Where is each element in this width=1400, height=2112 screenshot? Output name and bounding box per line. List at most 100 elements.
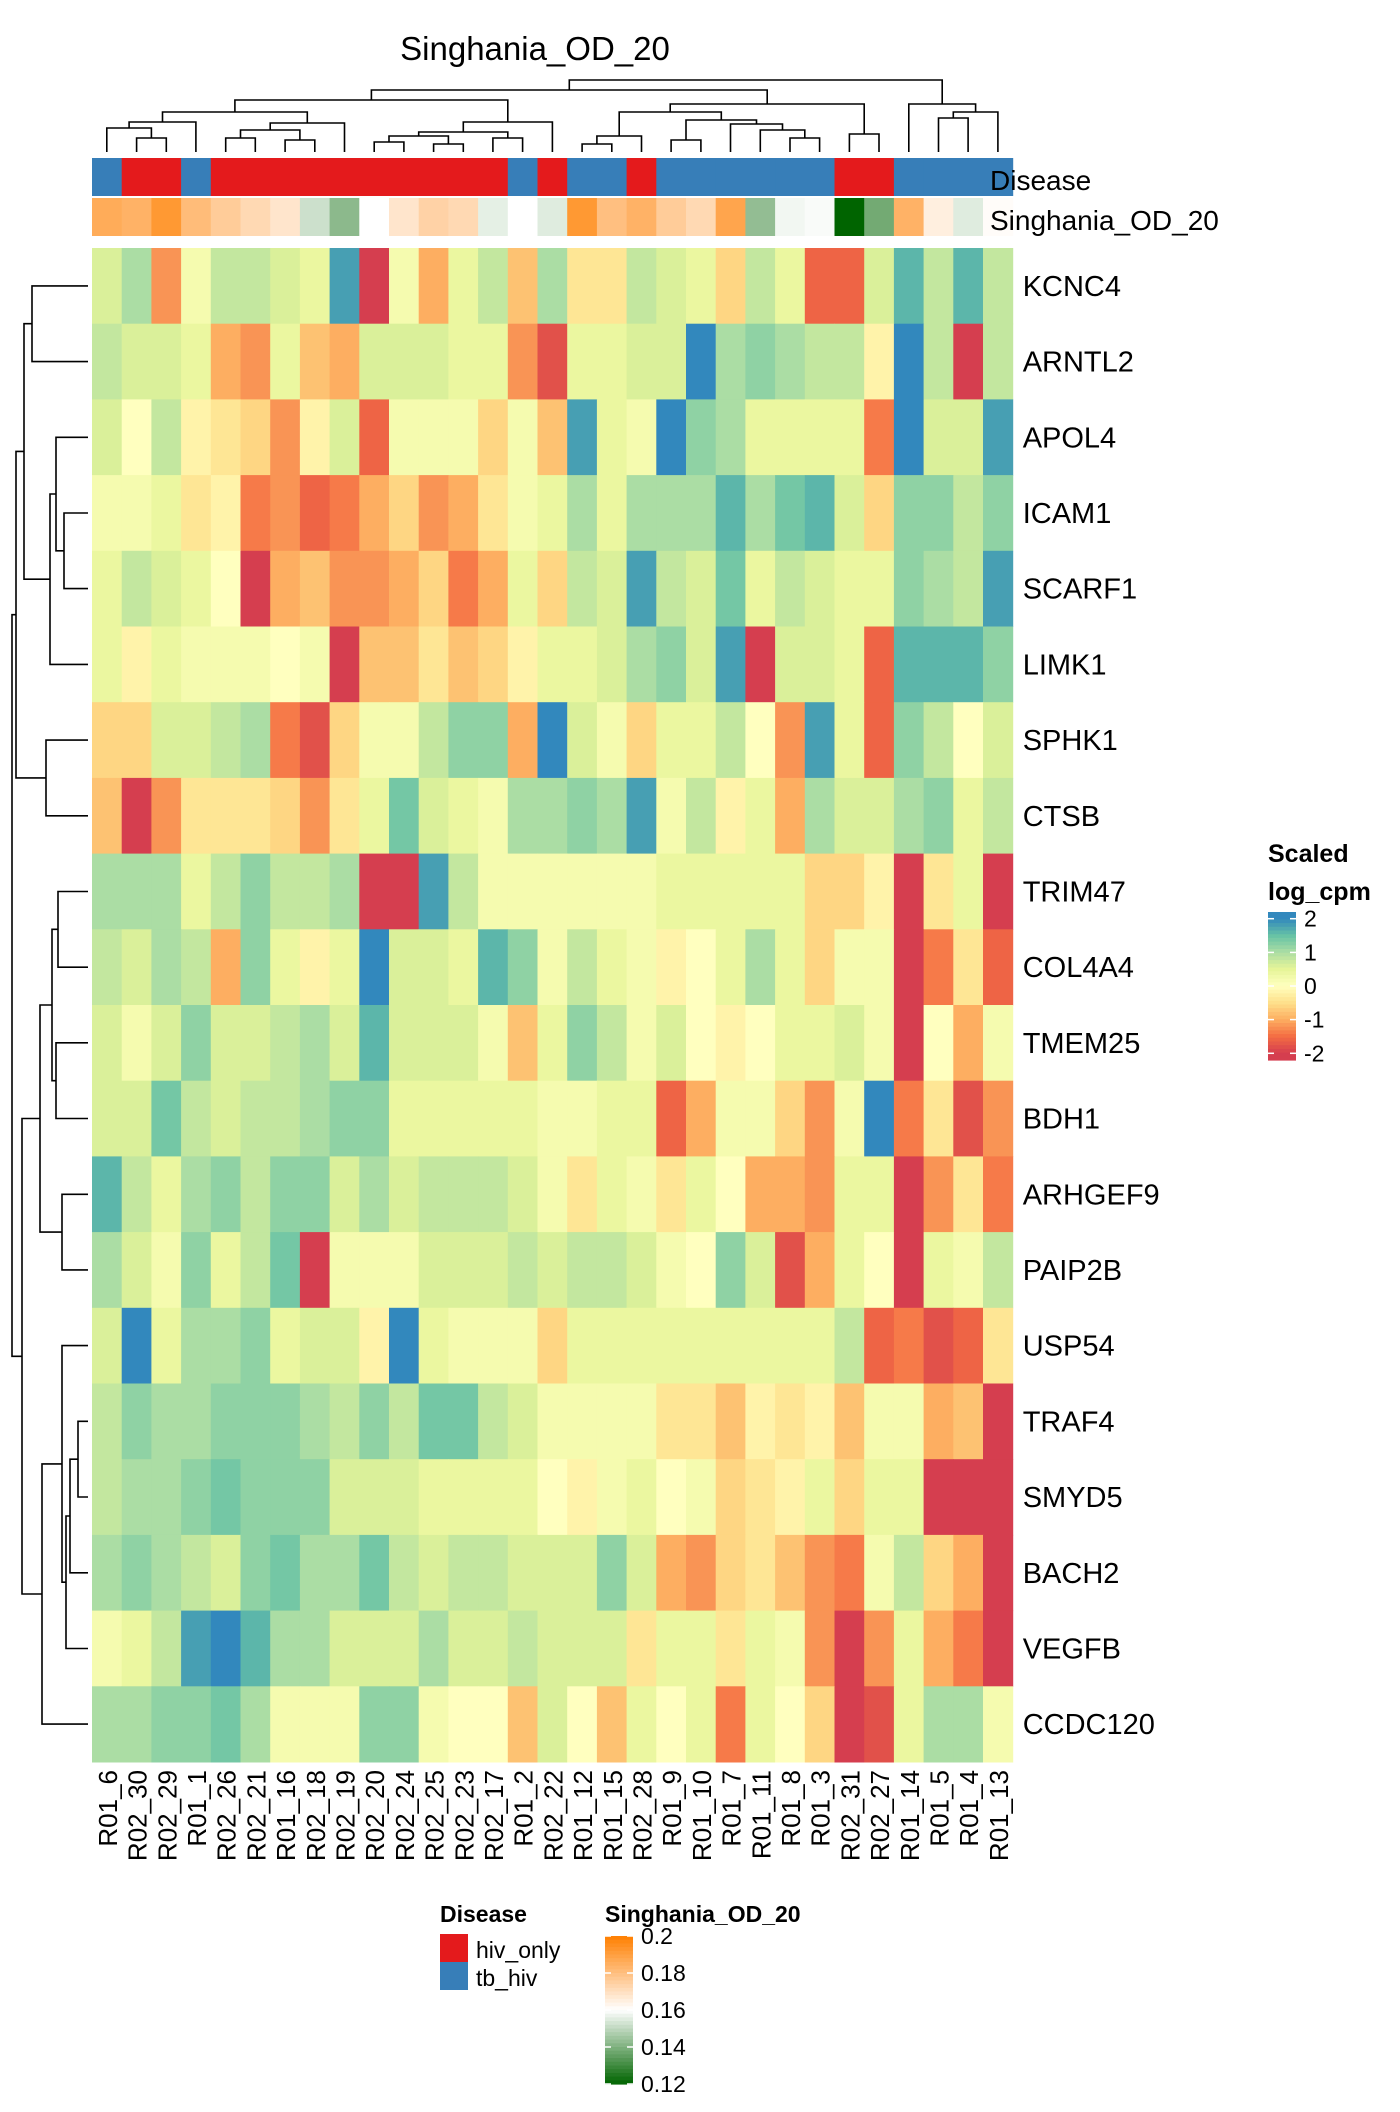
heatmap-cell-scarf1-r02-18	[299, 550, 331, 627]
heatmap-cell-icam1-r02-19	[329, 475, 360, 552]
heatmap-cell-col4a4-r01-8	[775, 929, 806, 1006]
heatmap-cell-paip2b-r01-11	[745, 1232, 776, 1309]
row-dendrogram-link	[63, 512, 88, 590]
heatmap-cell-icam1-r01-7	[715, 475, 746, 552]
heatmap-cell-icam1-r02-18	[299, 475, 331, 552]
heatmap-cell-tmem25-r01-8	[775, 1005, 806, 1082]
heatmap-cell-ccdc120-r01-5	[923, 1686, 954, 1763]
heatmap-cell-ctsb-r01-1	[181, 777, 212, 855]
heatmap-cell-smyd5-r01-5	[923, 1459, 954, 1536]
heatmap-cell-bdh1-r02-18	[299, 1080, 331, 1157]
heat-legend-gradient-step	[1268, 982, 1296, 987]
row-label-arntl2: ARNTL2	[1023, 347, 1134, 379]
heatmap-cell-trim47-r02-21	[240, 853, 271, 930]
heat-legend-gradient-step	[1268, 1004, 1296, 1009]
heatmap-cell-tmem25-r02-18	[299, 1005, 331, 1082]
heatmap-cell-icam1-r01-15	[596, 475, 628, 552]
heatmap-cell-bdh1-r02-26	[210, 1080, 241, 1157]
disease-cell-r01-9	[656, 158, 687, 196]
heatmap-cell-traf4-r02-28	[626, 1383, 657, 1460]
heatmap-cell-usp54-r02-27	[864, 1307, 895, 1384]
heat-legend-gradient-step	[1268, 997, 1296, 1002]
column-dendrogram-link	[492, 137, 524, 152]
heatmap-cell-vegfb-r01-11	[745, 1610, 776, 1687]
heatmap-cell-tmem25-r01-4	[953, 1005, 984, 1082]
heatmap-cell-ccdc120-r02-25	[418, 1686, 449, 1763]
score-annotation-track	[92, 198, 1014, 236]
heatmap-cell-traf4-r02-18	[299, 1383, 331, 1460]
heat-legend-gradient-step	[1268, 986, 1296, 991]
heatmap-cell-bach2-r02-17	[478, 1534, 509, 1612]
heatmap-cell-sphk1-r02-22	[537, 702, 568, 779]
heatmap-cell-apol4-r01-6	[92, 399, 123, 476]
heatmap-cell-paip2b-r02-31	[834, 1232, 865, 1309]
heatmap-cell-icam1-r01-10	[686, 475, 717, 552]
heatmap-cell-vegfb-r02-30	[121, 1610, 152, 1687]
heatmap-cell-bdh1-r01-10	[686, 1080, 717, 1157]
heatmap-cell-ctsb-r01-9	[656, 777, 687, 855]
heatmap-cell-apol4-r02-30	[121, 399, 152, 476]
disease-legend-label-hiv-only: hiv_only	[476, 1937, 561, 1963]
score-legend-gradient-step	[605, 1939, 633, 1944]
column-dendrogram-link	[729, 123, 784, 152]
heatmap-cell-kcnc4-r01-7	[715, 248, 746, 325]
heatmap-cell-ccdc120-r02-30	[121, 1686, 152, 1763]
score-legend-gradient-step	[605, 1961, 633, 1967]
heatmap-cell-arntl2-r02-31	[834, 323, 865, 400]
heat-legend-gradient-step	[1268, 978, 1296, 983]
heatmap-cell-sphk1-r02-24	[389, 702, 420, 779]
heatmap-cell-tmem25-r01-1	[181, 1005, 212, 1082]
heatmap-cell-bach2-r02-20	[359, 1534, 390, 1612]
heatmap-cell-traf4-r02-17	[478, 1383, 509, 1460]
heatmap-cell-ccdc120-r01-12	[567, 1686, 598, 1763]
heatmap-cell-icam1-r02-23	[448, 475, 479, 552]
column-dendrogram-link	[759, 129, 806, 152]
column-label-r01-8: R01_8	[776, 1770, 806, 1847]
heatmap-cell-sphk1-r01-8	[775, 702, 806, 779]
heatmap-cell-icam1-r01-3	[804, 475, 835, 552]
heatmap-cell-icam1-r01-5	[923, 475, 954, 552]
score-legend-gradient-step	[605, 2002, 633, 2007]
heatmap-cell-arhgef9-r02-17	[478, 1156, 509, 1233]
heatmap-cell-arhgef9-r01-14	[893, 1156, 925, 1233]
heatmap-cell-apol4-r01-15	[596, 399, 628, 476]
heatmap-cell-bdh1-r02-21	[240, 1080, 271, 1157]
heatmap-cell-col4a4-r01-7	[715, 929, 746, 1006]
column-dendrogram-link	[848, 133, 880, 152]
heatmap-cell-kcnc4-r02-22	[537, 248, 568, 325]
score-cell-r01-13	[983, 198, 1014, 236]
heat-legend-gradient-step	[1268, 1000, 1296, 1006]
score-legend-gradient-step	[605, 1950, 633, 1956]
heatmap-cell-apol4-r02-22	[537, 399, 568, 476]
heat-legend-gradient-step	[1268, 1034, 1296, 1039]
heatmap-cell-vegfb-r02-28	[626, 1610, 657, 1687]
heatmap-cell-apol4-r02-19	[329, 399, 360, 476]
heatmap-cell-paip2b-r02-26	[210, 1232, 241, 1309]
heatmap-cell-trim47-r02-28	[626, 853, 657, 930]
heat-legend-gradient-step	[1268, 919, 1296, 924]
heat-legend-tick-label: -2	[1304, 1040, 1324, 1066]
heatmap-cell-arntl2-r01-2	[507, 323, 538, 400]
heatmap-cell-limk1-r02-22	[537, 626, 568, 703]
row-dendrogram-link	[57, 890, 88, 968]
score-cell-r02-21	[240, 198, 271, 236]
heatmap-cell-vegfb-r02-31	[834, 1610, 865, 1687]
heatmap-cell-limk1-r02-20	[359, 626, 390, 703]
heatmap-cell-tmem25-r02-28	[626, 1005, 657, 1082]
score-legend-gradient-step	[605, 1936, 633, 1941]
column-label-r01-9: R01_9	[657, 1770, 687, 1847]
heatmap-cell-col4a4-r01-3	[804, 929, 835, 1006]
row-label-bach2: BACH2	[1023, 1558, 1120, 1590]
heatmap-cell-ccdc120-r02-23	[448, 1686, 479, 1763]
heatmap-cell-apol4-r01-5	[923, 399, 954, 476]
score-cell-r01-11	[745, 198, 776, 236]
heatmap-cell-bach2-r01-4	[953, 1534, 984, 1612]
heatmap-cell-traf4-r02-26	[210, 1383, 241, 1460]
heatmap-cell-arhgef9-r01-4	[953, 1156, 984, 1233]
heatmap-cell-col4a4-r01-13	[983, 929, 1014, 1006]
heatmap-cell-trim47-r02-20	[359, 853, 390, 930]
heatmap-cell-vegfb-r02-23	[448, 1610, 479, 1687]
disease-cell-r02-27	[864, 158, 895, 196]
heatmap-cell-kcnc4-r01-8	[775, 248, 806, 325]
heatmap-cell-kcnc4-r02-25	[418, 248, 449, 325]
